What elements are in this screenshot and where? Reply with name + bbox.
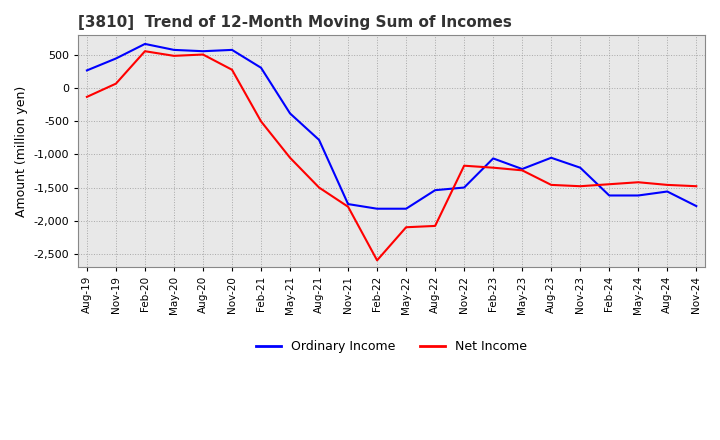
- Net Income: [402, 224, 410, 230]
- Ordinary Income: [83, 68, 91, 73]
- Ordinary Income: [199, 48, 207, 54]
- Net Income: [286, 155, 294, 161]
- Net Income: [576, 183, 585, 189]
- Net Income: [83, 94, 91, 99]
- Ordinary Income: [605, 193, 613, 198]
- Net Income: [663, 182, 672, 187]
- Ordinary Income: [315, 137, 323, 143]
- Ordinary Income: [518, 166, 526, 172]
- Ordinary Income: [170, 47, 179, 52]
- Ordinary Income: [489, 156, 498, 161]
- Net Income: [460, 163, 469, 169]
- Line: Net Income: Net Income: [87, 51, 696, 260]
- Text: [3810]  Trend of 12-Month Moving Sum of Incomes: [3810] Trend of 12-Month Moving Sum of I…: [78, 15, 512, 30]
- Ordinary Income: [343, 202, 352, 207]
- Net Income: [489, 165, 498, 170]
- Net Income: [373, 258, 382, 263]
- Net Income: [692, 183, 701, 189]
- Net Income: [257, 119, 266, 124]
- Net Income: [343, 204, 352, 209]
- Net Income: [315, 185, 323, 190]
- Net Income: [431, 223, 439, 228]
- Net Income: [228, 67, 236, 73]
- Ordinary Income: [402, 206, 410, 211]
- Ordinary Income: [460, 185, 469, 190]
- Ordinary Income: [547, 155, 556, 161]
- Line: Ordinary Income: Ordinary Income: [87, 44, 696, 209]
- Ordinary Income: [692, 203, 701, 209]
- Net Income: [199, 52, 207, 57]
- Ordinary Income: [634, 193, 642, 198]
- Net Income: [170, 53, 179, 59]
- Ordinary Income: [286, 111, 294, 116]
- Net Income: [112, 81, 120, 86]
- Ordinary Income: [576, 165, 585, 170]
- Ordinary Income: [228, 47, 236, 52]
- Legend: Ordinary Income, Net Income: Ordinary Income, Net Income: [251, 335, 532, 358]
- Net Income: [634, 180, 642, 185]
- Ordinary Income: [663, 189, 672, 194]
- Net Income: [605, 182, 613, 187]
- Ordinary Income: [257, 65, 266, 70]
- Ordinary Income: [112, 56, 120, 61]
- Ordinary Income: [140, 41, 149, 47]
- Net Income: [140, 48, 149, 54]
- Ordinary Income: [373, 206, 382, 211]
- Net Income: [518, 168, 526, 173]
- Net Income: [547, 182, 556, 187]
- Y-axis label: Amount (million yen): Amount (million yen): [15, 85, 28, 217]
- Ordinary Income: [431, 187, 439, 193]
